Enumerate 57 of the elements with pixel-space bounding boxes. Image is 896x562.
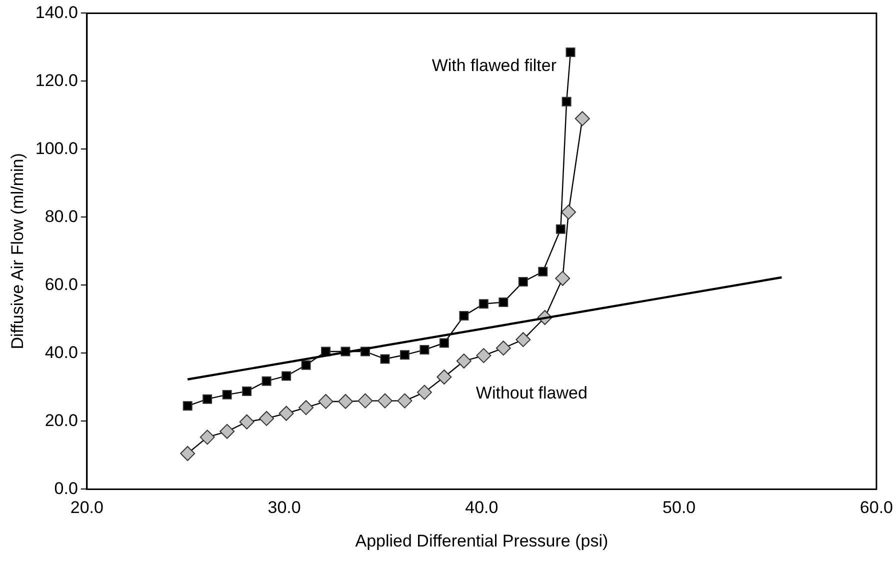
point	[380, 354, 390, 364]
point	[516, 332, 531, 348]
x-tick-label: 60.0	[860, 498, 894, 518]
point	[397, 393, 412, 408]
x-tick-label: 20.0	[70, 498, 104, 518]
point	[476, 348, 492, 364]
point	[400, 350, 410, 360]
point	[182, 401, 192, 411]
y-axis-title: Diffusive Air Flow (ml/min)	[8, 153, 27, 350]
y-tick-label: 100.0	[35, 138, 78, 158]
point	[377, 393, 392, 408]
y-tick-label: 80.0	[44, 206, 78, 226]
point	[566, 48, 576, 58]
point	[555, 270, 570, 286]
y-tick-label: 60.0	[44, 274, 78, 294]
point	[301, 360, 311, 370]
point	[242, 386, 252, 396]
point	[456, 354, 472, 369]
point	[556, 224, 566, 234]
y-tick-label: 20.0	[44, 410, 78, 430]
point	[574, 111, 590, 126]
point	[222, 390, 232, 400]
point	[338, 394, 354, 409]
point	[496, 340, 511, 356]
x-axis-title: Applied Differential Pressure (psi)	[355, 531, 608, 550]
point	[459, 311, 469, 321]
point	[298, 400, 314, 416]
y-tick-label: 140.0	[35, 2, 78, 22]
point	[259, 410, 274, 426]
y-tick-label: 0.0	[54, 478, 78, 498]
x-tick-label: 30.0	[268, 498, 301, 518]
point	[478, 299, 488, 309]
point	[498, 297, 508, 307]
y-tick-label: 40.0	[44, 342, 78, 362]
point	[262, 376, 272, 386]
point	[561, 204, 576, 220]
point	[278, 406, 294, 421]
x-tick-label: 50.0	[662, 498, 696, 518]
point	[358, 393, 373, 408]
point	[562, 96, 572, 106]
point	[202, 394, 212, 404]
point	[220, 424, 235, 439]
point	[180, 446, 196, 461]
point	[420, 345, 430, 355]
point	[416, 384, 432, 400]
point	[439, 338, 449, 348]
point	[318, 394, 334, 409]
point	[538, 266, 548, 276]
point	[436, 370, 452, 384]
point	[239, 414, 254, 430]
series-label: Without flawed	[476, 383, 588, 402]
point	[518, 277, 528, 287]
y-tick-label: 120.0	[35, 70, 78, 90]
point	[200, 430, 215, 445]
point	[282, 371, 292, 381]
series-label: With flawed filter	[432, 56, 557, 75]
x-tick-label: 40.0	[465, 498, 498, 518]
